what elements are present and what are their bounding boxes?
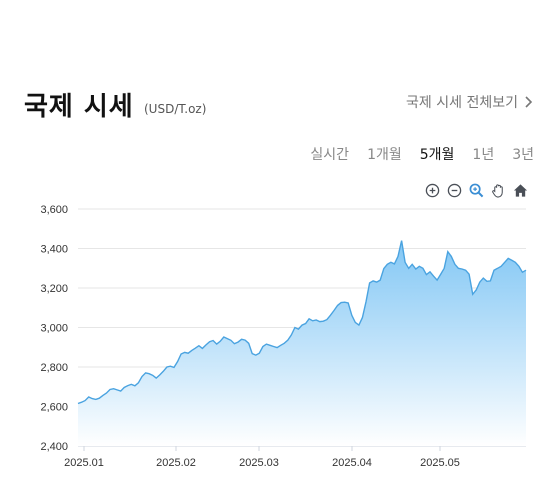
- x-tick-label: 2025.03: [239, 457, 279, 469]
- price-chart: 2,400 2,600 2,800 3,000 3,200 3,400 3,600 2025…: [40, 204, 527, 469]
- y-tick-label: 3,400: [40, 244, 68, 256]
- y-tick-label: 3,200: [40, 283, 68, 295]
- view-all-link[interactable]: 국제 시세 전체보기: [406, 92, 534, 112]
- tab-1-month[interactable]: 1개월: [367, 147, 402, 163]
- x-tick-label: 2025.04: [332, 457, 372, 469]
- view-all-label: 국제 시세 전체보기: [406, 95, 518, 111]
- y-tick-label: 2,800: [40, 362, 68, 374]
- home-icon[interactable]: [512, 182, 528, 198]
- chart-toolbar: [424, 182, 528, 198]
- y-tick-label: 2,600: [40, 402, 68, 414]
- y-tick-label: 2,400: [40, 441, 68, 453]
- zoom-magnifier-icon[interactable]: [468, 182, 484, 198]
- x-tick-label: 2025.05: [420, 457, 460, 469]
- chevron-right-icon: [525, 96, 533, 108]
- tab-5-months[interactable]: 5개월: [419, 147, 455, 163]
- pan-hand-icon[interactable]: [490, 182, 506, 198]
- period-tabs: 실시간 1개월 5개월 1년 3년: [310, 144, 534, 164]
- price-area: [78, 240, 526, 446]
- price-line: [77, 240, 527, 405]
- page-title: 국제 시세: [24, 92, 134, 122]
- zoom-in-icon[interactable]: [424, 182, 440, 198]
- y-tick-label: 3,000: [40, 323, 68, 335]
- unit-label: (USD/T.oz): [144, 102, 207, 116]
- y-tick-label: 3,600: [40, 204, 68, 216]
- section-header: 국제 시세 (USD/T.oz) 국제 시세 전체보기: [0, 82, 540, 122]
- x-tick-label: 2025.01: [64, 457, 104, 469]
- x-tick-label: 2025.02: [156, 457, 196, 469]
- tab-1-year[interactable]: 1년: [472, 147, 495, 163]
- zoom-out-icon[interactable]: [446, 182, 462, 198]
- tab-realtime[interactable]: 실시간: [310, 147, 350, 163]
- tab-3-years[interactable]: 3년: [512, 147, 534, 163]
